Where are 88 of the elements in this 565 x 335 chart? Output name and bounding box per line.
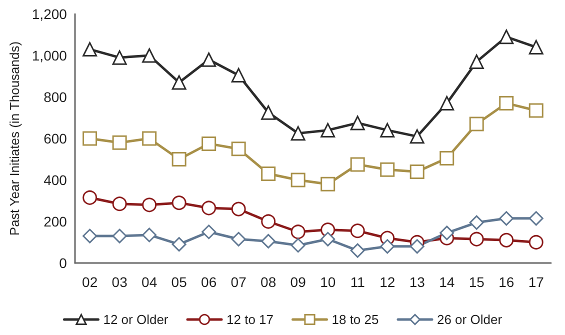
x-tick-label: 12 — [380, 274, 396, 290]
point — [528, 103, 544, 118]
y-tick-label: 1,200 — [32, 6, 68, 22]
point — [290, 126, 306, 141]
point — [261, 234, 276, 248]
point — [261, 105, 276, 120]
y-tick-label: 800 — [44, 89, 68, 105]
point — [380, 239, 395, 254]
point — [142, 48, 157, 63]
point — [380, 162, 395, 177]
point — [112, 135, 127, 150]
point — [82, 190, 98, 205]
point — [82, 228, 98, 244]
point — [499, 211, 514, 226]
point — [350, 243, 365, 258]
y-tick-label: 1,000 — [32, 48, 68, 64]
x-tick-label: 17 — [528, 274, 544, 290]
legend-label: 26 or Older — [436, 312, 503, 327]
point — [499, 30, 514, 44]
x-tick-label: 11 — [350, 274, 366, 290]
point — [172, 237, 186, 252]
point — [261, 166, 276, 182]
point — [320, 232, 336, 246]
point — [142, 198, 157, 212]
point — [142, 131, 157, 146]
point — [528, 235, 544, 250]
legend-label: 12 or Older — [103, 312, 169, 327]
point — [231, 142, 246, 156]
point — [350, 224, 365, 238]
point — [499, 232, 514, 248]
point — [528, 211, 544, 226]
point — [350, 116, 365, 130]
legend-label: 18 to 25 — [332, 312, 379, 327]
point — [469, 215, 484, 230]
y-tick-label: 400 — [44, 172, 68, 188]
point — [320, 122, 336, 138]
x-tick-label: 06 — [201, 274, 217, 290]
point — [290, 224, 306, 240]
point — [261, 214, 276, 229]
x-tick-label: 03 — [112, 274, 128, 290]
x-tick-label: 15 — [468, 274, 485, 290]
y-tick-label: 200 — [44, 214, 68, 230]
point — [320, 176, 336, 192]
point — [112, 228, 127, 244]
y-tick-label: 0 — [59, 255, 68, 271]
point — [231, 68, 246, 82]
x-tick-label: 10 — [320, 274, 336, 290]
x-tick-label: 07 — [230, 274, 247, 290]
point — [440, 226, 454, 240]
point — [469, 54, 484, 69]
y-axis-title: Past Year Initiates (in Thousands) — [7, 41, 22, 236]
point — [231, 202, 246, 216]
point — [410, 129, 424, 144]
point — [172, 196, 186, 210]
point — [290, 172, 306, 188]
point — [410, 164, 424, 179]
x-tick-label: 04 — [142, 274, 158, 290]
point — [82, 131, 98, 146]
point — [440, 96, 454, 110]
point — [142, 228, 157, 242]
legend-label: 12 to 17 — [226, 312, 274, 327]
x-tick-label: 09 — [290, 274, 306, 290]
x-tick-label: 08 — [260, 274, 276, 290]
point — [202, 224, 216, 240]
point — [172, 75, 186, 90]
point — [231, 232, 246, 246]
point — [202, 52, 216, 67]
y-tick-label: 600 — [44, 130, 68, 146]
point — [112, 50, 127, 65]
x-tick-label: 05 — [171, 274, 188, 290]
x-tick-label: 14 — [439, 274, 455, 290]
point — [380, 122, 395, 138]
point — [528, 40, 544, 54]
point — [172, 152, 186, 166]
point — [440, 150, 454, 166]
x-tick-label: 16 — [498, 274, 514, 290]
point — [202, 136, 216, 151]
point — [469, 116, 484, 132]
x-tick-label: 02 — [82, 274, 98, 290]
point — [290, 238, 306, 253]
point — [469, 232, 484, 246]
x-tick-label: 13 — [409, 274, 426, 290]
point — [350, 157, 365, 172]
point — [202, 200, 216, 216]
point — [82, 42, 98, 57]
point — [499, 96, 514, 110]
point — [410, 239, 424, 254]
point — [112, 196, 127, 212]
